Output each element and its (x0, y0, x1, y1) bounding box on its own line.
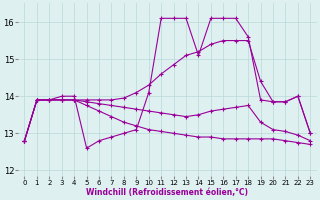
X-axis label: Windchill (Refroidissement éolien,°C): Windchill (Refroidissement éolien,°C) (86, 188, 248, 197)
